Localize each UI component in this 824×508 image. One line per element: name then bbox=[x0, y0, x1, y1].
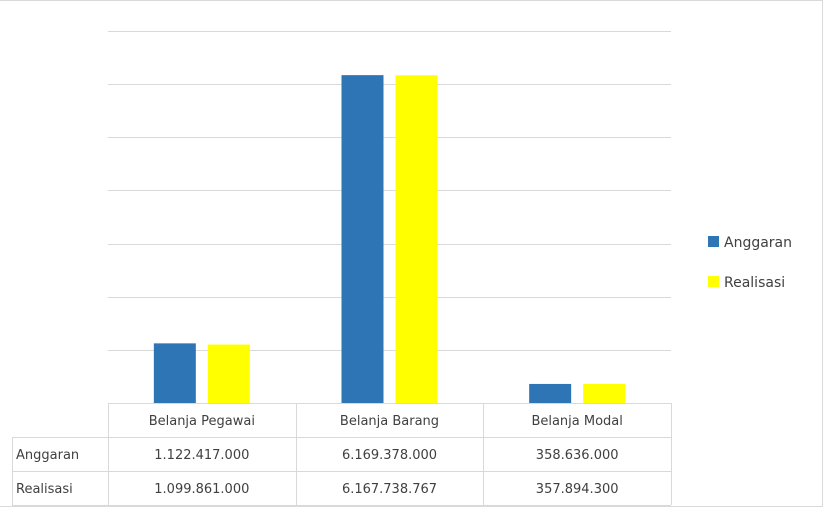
table-cell-value: 6.169.378.000 bbox=[342, 448, 437, 463]
legend-label: Anggaran bbox=[724, 235, 792, 251]
table-cell-value: 1.122.417.000 bbox=[154, 448, 249, 463]
category-label: Belanja Barang bbox=[340, 414, 439, 429]
data-table: Belanja Pegawai Belanja Barang Belanja Mod… bbox=[12, 403, 672, 506]
table-cell-value: 6.167.738.767 bbox=[342, 482, 437, 497]
category-label: Belanja Pegawai bbox=[149, 414, 255, 429]
legend-label: Realisasi bbox=[724, 275, 785, 291]
table-cell-value: 357.894.300 bbox=[536, 482, 619, 497]
bar-realisasi-3 bbox=[583, 383, 626, 403]
bars bbox=[153, 75, 626, 404]
category-label: Belanja Modal bbox=[531, 414, 622, 429]
table-row-label: Realisasi bbox=[16, 482, 73, 497]
table-cell-value: 358.636.000 bbox=[536, 448, 619, 463]
legend: Anggaran Realisasi bbox=[708, 235, 792, 291]
gridlines bbox=[108, 31, 671, 404]
table-cell-value: 1.099.861.000 bbox=[154, 482, 249, 497]
bar-anggaran-3 bbox=[529, 383, 572, 403]
bar-anggaran-1 bbox=[153, 343, 196, 403]
bar-realisasi-1 bbox=[207, 344, 250, 403]
bar-realisasi-2 bbox=[395, 75, 438, 404]
bar-anggaran-2 bbox=[341, 75, 384, 403]
table-row-label: Anggaran bbox=[16, 448, 79, 463]
legend-swatch bbox=[708, 236, 719, 247]
legend-swatch bbox=[708, 276, 719, 287]
